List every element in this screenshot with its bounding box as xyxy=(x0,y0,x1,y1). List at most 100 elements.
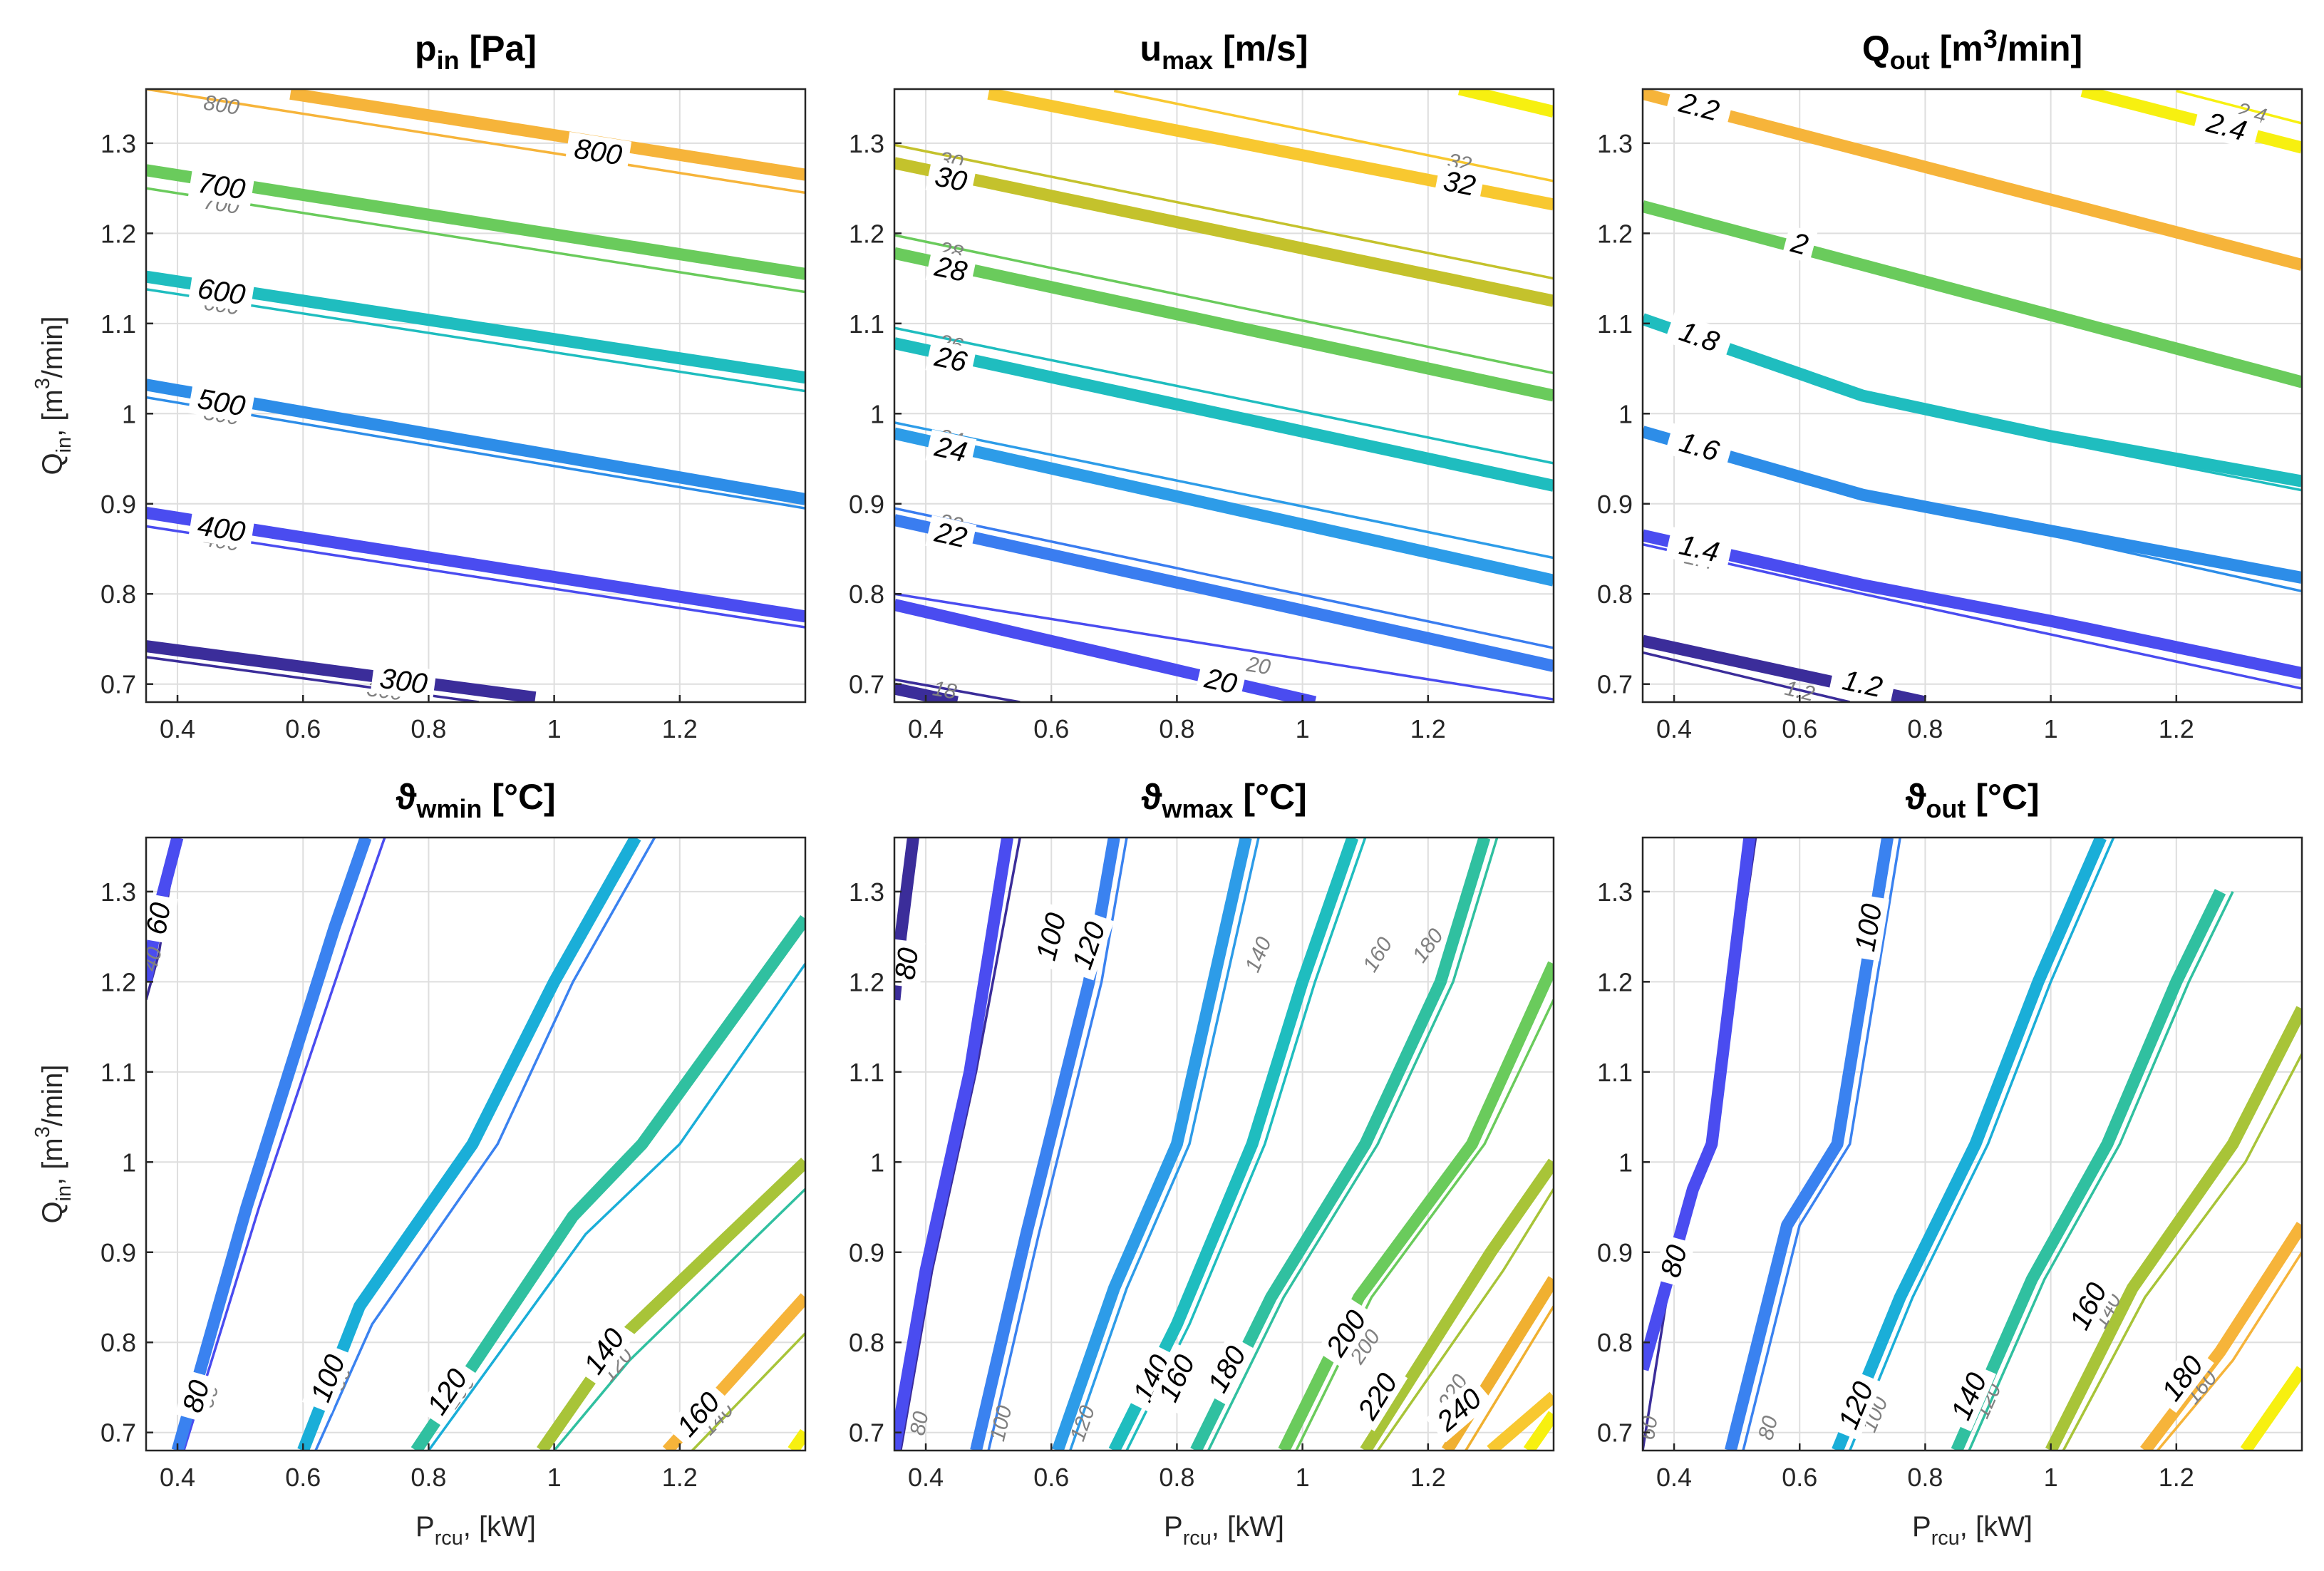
y-tick-label: 1.1 xyxy=(100,309,136,339)
thin-contour-line xyxy=(553,1188,805,1451)
thick-contour-line xyxy=(289,89,805,181)
contour-label-bg xyxy=(187,272,255,312)
thin-contour-line xyxy=(1207,838,1499,1451)
thick-contour-label: 60 xyxy=(140,900,177,937)
panel-title-main: ϑ xyxy=(1905,777,1926,817)
thick-contour-line xyxy=(1643,426,2302,584)
thin-contour-label: 80 xyxy=(906,1409,933,1437)
contour-label-bg xyxy=(1665,526,1734,572)
y-tick-label: 0.8 xyxy=(849,580,884,609)
contour-label-bg xyxy=(1123,1343,1180,1414)
y-axis-label-main: Q xyxy=(37,453,68,475)
y-tick-label: 1.2 xyxy=(849,219,884,248)
panel-title: pin [Pa] xyxy=(415,29,537,75)
panel-title-sub: in xyxy=(437,46,460,75)
x-axis-label-sub: rcu xyxy=(435,1527,463,1550)
y-tick-label: 1.3 xyxy=(100,877,136,907)
contour-label-bg xyxy=(1653,1235,1695,1288)
contour-lines: 300400500600700800300400500600700800 xyxy=(146,89,805,702)
x-axis-label: Prcu, [kW] xyxy=(1912,1511,2033,1550)
x-tick-label: 0.8 xyxy=(1159,1463,1194,1492)
contour-label-bg xyxy=(2192,103,2261,150)
contour-label-bg xyxy=(1149,1343,1205,1414)
x-tick-label: 0.6 xyxy=(285,1463,321,1492)
axes-box xyxy=(1641,88,2303,704)
contour-label-bg xyxy=(1425,1377,1494,1443)
thick-contour-line xyxy=(1951,889,2226,1451)
y-tick-label: 1 xyxy=(1618,1148,1633,1177)
thick-contour-line xyxy=(970,838,1120,1451)
thin-contour-line xyxy=(1643,542,2302,690)
thick-contour-line xyxy=(1725,838,1894,1451)
thick-contour-line xyxy=(146,507,805,623)
thick-contour-line xyxy=(2080,89,2302,154)
x-tick-label: 0.6 xyxy=(285,714,321,743)
x-tick-label: 0.6 xyxy=(1782,714,1817,743)
x-tick-label: 0.8 xyxy=(1159,714,1194,743)
panel-title-main: ϑ xyxy=(1141,777,1162,817)
thin-contour-line xyxy=(1968,891,2234,1451)
contour-label-bg xyxy=(417,1356,478,1427)
panel-title: ϑout [°C] xyxy=(1905,777,2039,823)
y-tick-label: 1 xyxy=(870,1148,884,1177)
y-tick-label: 1.2 xyxy=(849,967,884,996)
contour-label-bg xyxy=(1198,1334,1256,1405)
contour-label-bg xyxy=(1828,661,1896,702)
thick-contour-line xyxy=(1643,529,2302,679)
y-tick-label: 0.8 xyxy=(1597,580,1633,609)
y-axis-label-end: /min] xyxy=(37,1065,68,1127)
axes-box xyxy=(145,88,807,704)
thin-contour-label: 800 xyxy=(202,91,241,120)
y-tick-label: 0.9 xyxy=(100,490,136,519)
thick-contour-label: 22 xyxy=(931,517,970,555)
panel-title-rest: [m/s] xyxy=(1213,29,1308,68)
x-tick-label: 0.6 xyxy=(1033,714,1069,743)
contour-label-bg xyxy=(564,131,632,173)
thick-contour-line xyxy=(1457,89,1554,118)
panel-title-rest: [°C] xyxy=(1966,777,2039,817)
y-tick-label: 0.7 xyxy=(1597,670,1633,699)
thin-contour-line xyxy=(894,592,1554,701)
y-tick-label: 1.1 xyxy=(1597,1058,1633,1087)
x-axis-label-rest: , [kW] xyxy=(463,1511,536,1542)
contour-label-bg xyxy=(666,1380,732,1448)
thick-contour-label: 80 xyxy=(889,946,924,982)
y-tick-label: 1.3 xyxy=(849,129,884,158)
contour-label-bg xyxy=(925,515,977,556)
thin-contour-line xyxy=(987,838,1128,1451)
y-axis-label-sup: 3 xyxy=(31,1126,54,1138)
thin-contour-line xyxy=(894,234,1554,375)
contour-label-bg xyxy=(1665,89,1734,130)
x-tick-label: 1.2 xyxy=(2159,1463,2194,1492)
contour-label-bg xyxy=(925,429,977,470)
thick-contour-label: 30 xyxy=(932,160,970,197)
y-tick-label: 0.9 xyxy=(849,1238,884,1267)
y-tick-label: 1.2 xyxy=(100,967,136,996)
y-tick-label: 0.7 xyxy=(849,670,884,699)
thin-contour-line xyxy=(146,396,805,510)
thick-contour-label: 1.2 xyxy=(1840,664,1886,704)
contour-label-bg xyxy=(1664,423,1734,471)
x-tick-label: 1 xyxy=(1296,714,1310,743)
contour-label-bg xyxy=(1028,902,1075,972)
thin-contour-line xyxy=(1069,838,1260,1451)
x-tick-label: 0.4 xyxy=(908,714,944,743)
thin-contour-line xyxy=(1113,89,1554,182)
x-axis-label-main: P xyxy=(1164,1511,1183,1542)
y-tick-label: 1.1 xyxy=(849,309,884,339)
y-tick-label: 1.2 xyxy=(1597,967,1633,996)
panel-title-main: ϑ xyxy=(396,777,417,817)
thin-contour-label: 20 xyxy=(1244,652,1272,679)
x-tick-label: 1.2 xyxy=(662,714,698,743)
panel-p3: 1.21.41.61.822.22.41.21.41.61.822.22.4 0.… xyxy=(1597,24,2303,743)
x-tick-label: 1 xyxy=(2044,1463,2058,1492)
panel-p4: 4060801001201406080100120140160 0.4 0.6 0.8… xyxy=(31,777,807,1550)
thin-contour-line xyxy=(894,507,1554,649)
panel-p1: 3004005006007008003004005006007008000.40… xyxy=(31,29,807,743)
thick-contour-label: 700 xyxy=(195,168,247,206)
y-axis-label-main: Q xyxy=(37,1201,68,1223)
x-tick-label: 0.4 xyxy=(908,1463,944,1492)
thick-contour-line xyxy=(1832,838,2107,1451)
y-axis-label: Qin, [m3/min] xyxy=(31,316,76,475)
panel-title: ϑwmax [°C] xyxy=(1141,777,1306,823)
